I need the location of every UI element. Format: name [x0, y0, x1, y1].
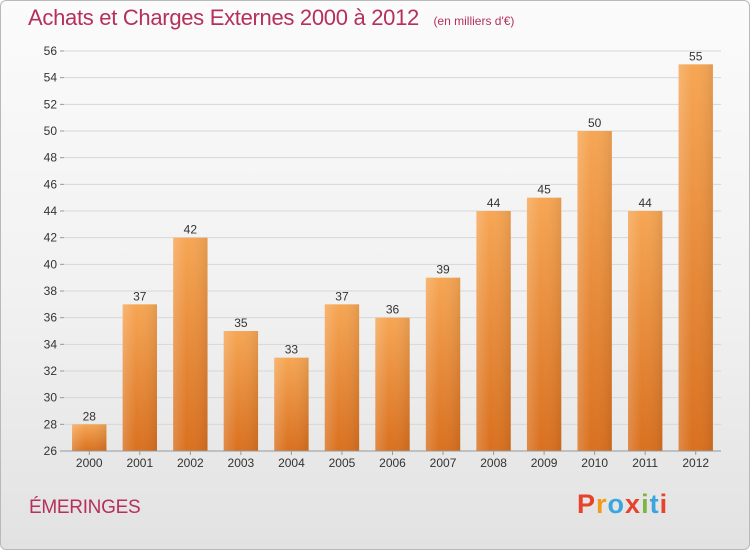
bar-shade [122, 304, 157, 451]
bar-value-label: 28 [83, 409, 97, 423]
y-tick-label: 44 [44, 204, 58, 218]
bar-value-label: 36 [386, 303, 400, 317]
bar-value-label: 37 [335, 289, 349, 303]
bar-shade [223, 331, 259, 451]
x-tick-label: 2002 [177, 456, 204, 470]
bar-2002: 42 [173, 223, 208, 451]
bar-value-label: 42 [184, 223, 198, 237]
bar-shade [425, 277, 461, 451]
bar-value-label: 37 [133, 289, 147, 303]
y-tick-label: 34 [44, 337, 58, 351]
logo-letter: P [577, 489, 597, 519]
commune-name: ÉMERINGES [29, 497, 141, 518]
bar-value-label: 35 [234, 316, 248, 330]
chart-title: Achats et Charges Externes 2000 à 2012 [28, 5, 419, 30]
bar-shade [324, 304, 360, 451]
bar-shade [173, 237, 208, 451]
y-tick-label: 40 [44, 257, 58, 271]
y-tick-label: 30 [44, 391, 58, 405]
logo-letter: x [625, 489, 642, 519]
y-tick-label: 50 [44, 124, 58, 138]
bar-value-label: 45 [537, 183, 551, 197]
bar-2001: 37 [122, 289, 157, 451]
y-tick-label: 48 [44, 151, 58, 165]
y-tick-label: 38 [44, 284, 58, 298]
chart-unit: (en milliers d'€) [433, 14, 515, 28]
x-tick-label: 2004 [278, 456, 305, 470]
bar-2012: 55 [678, 49, 713, 452]
bar-value-label: 33 [285, 343, 299, 357]
x-tick-label: 2005 [329, 456, 356, 470]
y-axis-ticks: 26 28 30 32 34 36 38 40 42 44 46 48 50 52 54 56 [44, 44, 64, 458]
x-tick-label: 2006 [379, 456, 406, 470]
x-tick-label: 2011 [632, 456, 658, 470]
logo-letter: t [649, 489, 660, 519]
y-tick-label: 54 [44, 71, 58, 85]
bar-value-label: 55 [689, 49, 703, 63]
bar-2006: 36 [375, 303, 410, 451]
bar-2004: 33 [274, 343, 309, 451]
bar-shade [526, 197, 562, 451]
bar-value-label: 39 [436, 263, 450, 277]
x-tick-label: 2000 [76, 456, 103, 470]
bar-2009: 45 [526, 183, 562, 451]
bar-value-label: 44 [639, 196, 653, 210]
y-tick-label: 52 [44, 97, 58, 111]
y-tick-label: 42 [44, 231, 58, 245]
bar-2005: 37 [324, 289, 360, 451]
x-tick-label: 2001 [126, 456, 153, 470]
x-tick-label: 2008 [480, 456, 507, 470]
x-tick-label: 2010 [581, 456, 608, 470]
bar-shade [577, 131, 612, 451]
logo-letter: i [641, 489, 650, 519]
bar-shade [628, 211, 663, 451]
bar-shade [375, 317, 410, 451]
y-tick-label: 56 [44, 44, 58, 58]
bar-shade [678, 64, 713, 452]
logo-letter: r [596, 489, 608, 519]
proxiti-logo: Proxiti [577, 489, 668, 520]
y-tick-label: 28 [44, 417, 58, 431]
bar-shade [72, 424, 107, 451]
bar-shade [476, 211, 511, 451]
bar-2010: 50 [577, 116, 612, 451]
bar-value-label: 50 [588, 116, 602, 130]
x-tick-label: 2012 [682, 456, 709, 470]
y-tick-label: 26 [44, 444, 58, 458]
x-tick-label: 2003 [228, 456, 255, 470]
bar-2007: 39 [425, 263, 461, 451]
y-tick-label: 36 [44, 311, 58, 325]
bar-value-label: 44 [487, 196, 501, 210]
x-tick-label: 2007 [430, 456, 457, 470]
logo-letter: i [659, 489, 669, 519]
y-tick-label: 32 [44, 364, 58, 378]
title-block: Achats et Charges Externes 2000 à 2012 (… [28, 5, 514, 31]
bar-2011: 44 [628, 196, 663, 451]
bar-2000: 28 [72, 409, 107, 451]
bar-2008: 44 [476, 196, 511, 451]
logo-letter: o [607, 489, 626, 519]
bars: 28 37 42 35 33 37 36 39 44 45 50 44 55 [72, 49, 713, 452]
x-tick-label: 2009 [531, 456, 558, 470]
bar-shade [274, 357, 309, 451]
bar-2003: 35 [223, 316, 259, 451]
y-tick-label: 46 [44, 177, 58, 191]
x-axis-ticks: 2000 2001 2002 2003 2004 2005 2006 2007 2008 2009… [76, 451, 709, 470]
